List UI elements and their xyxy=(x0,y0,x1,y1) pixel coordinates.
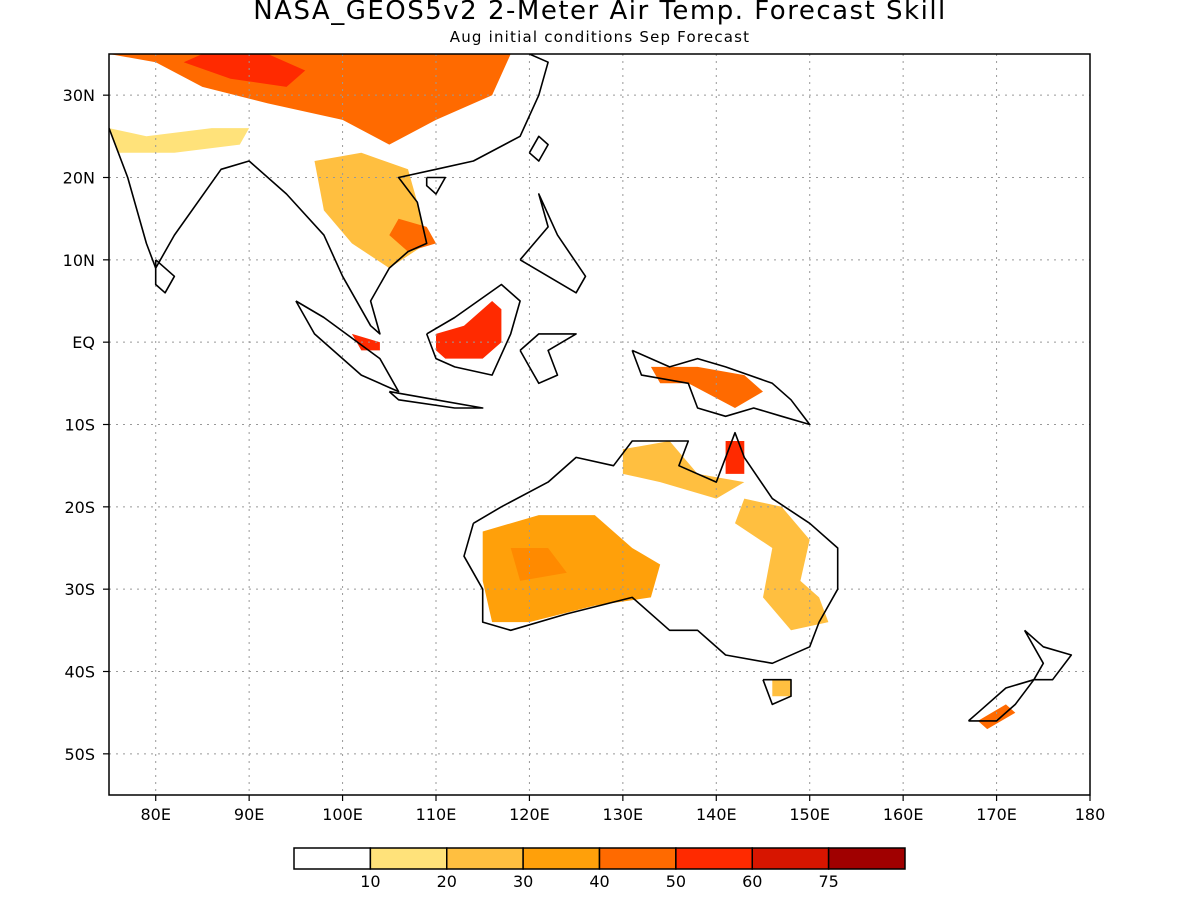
lat-tick-label: 20N xyxy=(63,169,95,188)
lat-tick-label: 10S xyxy=(64,416,95,435)
lon-tick-label: 100E xyxy=(322,805,363,824)
lon-tick-label: 110E xyxy=(416,805,457,824)
lon-tick-label: 180 xyxy=(1075,805,1106,824)
coastline-philippines xyxy=(519,193,587,294)
coastline-nz-south xyxy=(967,678,1035,722)
skill-region-west-australia xyxy=(482,515,661,623)
skill-shading xyxy=(109,54,1016,730)
coastline-java xyxy=(388,390,484,409)
coastline-borneo xyxy=(425,283,521,376)
skill-region-sumatra-east xyxy=(351,333,380,351)
colorbar-label: 50 xyxy=(666,872,686,891)
lon-tick-label: 170E xyxy=(976,805,1017,824)
skill-region-tibet-core xyxy=(183,54,306,87)
skill-region-east-australia xyxy=(735,498,829,631)
colorbar-label: 75 xyxy=(818,872,838,891)
coastline-taiwan xyxy=(528,135,549,162)
lat-tick-label: 20S xyxy=(64,498,95,517)
lon-tick-label: 140E xyxy=(696,805,737,824)
colorbar-label: 30 xyxy=(513,872,533,891)
colorbar-bin xyxy=(598,847,677,870)
lon-tick-label: 160E xyxy=(883,805,924,824)
gridlines xyxy=(109,54,1090,795)
coastlines xyxy=(109,54,1073,722)
colorbar-bin xyxy=(293,847,372,870)
lon-tick-label: 120E xyxy=(509,805,550,824)
colorbar-bin xyxy=(369,847,448,870)
coastline-new-guinea xyxy=(631,349,811,426)
colorbar-label: 60 xyxy=(742,872,762,891)
skill-region-vietnam-coast xyxy=(389,218,436,252)
colorbar-bin xyxy=(751,847,830,870)
coastline-australia xyxy=(463,431,839,665)
skill-region-cape-york xyxy=(725,441,745,474)
colorbar-bin xyxy=(675,847,753,870)
coastline-sumatra xyxy=(295,300,400,393)
lon-tick-label: 150E xyxy=(789,805,830,824)
skill-region-tasmania xyxy=(772,679,791,697)
colorbar-label: 10 xyxy=(360,872,380,891)
coastline-hainan xyxy=(425,176,447,195)
skill-region-north-india xyxy=(109,128,250,153)
axis-ticks: 80E 90E 100E 110E 120E 130E 140E 150E 160E 170E 18… xyxy=(63,86,1106,824)
lat-tick-label: 50S xyxy=(64,745,95,764)
lat-tick-label: EQ xyxy=(72,333,95,352)
coastline-sulawesi xyxy=(519,333,577,385)
colorbar-label: 40 xyxy=(589,872,609,891)
colorbar-bin xyxy=(827,847,906,870)
skill-region-new-zealand-south xyxy=(977,704,1016,730)
colorbar-bin xyxy=(522,847,601,870)
lon-tick-label: 130E xyxy=(603,805,644,824)
skill-region-north-australia xyxy=(622,441,745,499)
colorbar-bin xyxy=(446,847,524,870)
coastline-sri-lanka xyxy=(154,259,176,294)
lat-tick-label: 40S xyxy=(64,663,95,682)
map-subtitle: Aug initial conditions Sep Forecast xyxy=(449,28,751,46)
lat-tick-label: 10N xyxy=(63,251,95,270)
lat-tick-label: 30S xyxy=(64,580,95,599)
coastline-tasmania xyxy=(762,678,792,706)
skill-region-new-guinea xyxy=(650,366,763,408)
colorbar-label: 20 xyxy=(437,872,457,891)
lat-tick-label: 30N xyxy=(63,86,95,105)
lon-tick-label: 80E xyxy=(140,805,170,824)
skill-region-west-australia-core xyxy=(510,548,567,581)
skill-region-borneo xyxy=(436,301,502,359)
coastline-asia-mainland xyxy=(109,54,549,335)
map-title: NASA_GEOS5v2 2-Meter Air Temp. Forecast … xyxy=(253,0,947,26)
skill-region-central-asia xyxy=(109,54,511,145)
lon-tick-label: 90E xyxy=(234,805,264,824)
coastline-nz-north xyxy=(1023,629,1073,681)
colorbar: 10 20 30 40 50 60 75 xyxy=(293,847,906,891)
